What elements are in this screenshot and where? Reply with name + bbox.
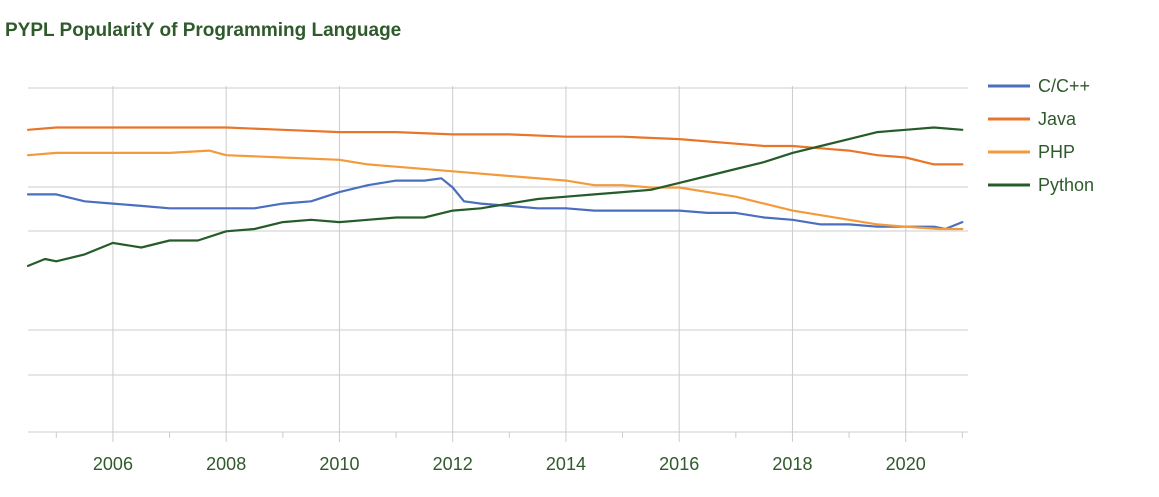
series-lines — [26, 126, 964, 267]
chart-title: PYPL PopularitY of Programming Language — [5, 20, 402, 41]
series-line-php — [26, 149, 964, 231]
series-line-java — [26, 126, 964, 166]
x-axis-ticks: 2006 2008 2010 2012 2014 2016 2018 2020 — [93, 454, 926, 474]
series-line-python — [26, 126, 964, 267]
legend-label: Python — [1038, 175, 1094, 195]
legend-label: PHP — [1038, 142, 1075, 162]
legend-label: Java — [1038, 109, 1077, 129]
legend: C/C++ Java PHP Python — [988, 76, 1094, 195]
series-line-c-c- — [26, 177, 964, 231]
grid-lines — [28, 86, 968, 442]
x-tick-label: 2018 — [772, 454, 812, 474]
x-tick-label: 2010 — [319, 454, 359, 474]
legend-label: C/C++ — [1038, 76, 1090, 96]
x-tick-label: 2016 — [659, 454, 699, 474]
x-tick-label: 2020 — [886, 454, 926, 474]
x-tick-label: 2008 — [206, 454, 246, 474]
x-tick-label: 2012 — [433, 454, 473, 474]
x-tick-label: 2014 — [546, 454, 586, 474]
x-tick-label: 2006 — [93, 454, 133, 474]
